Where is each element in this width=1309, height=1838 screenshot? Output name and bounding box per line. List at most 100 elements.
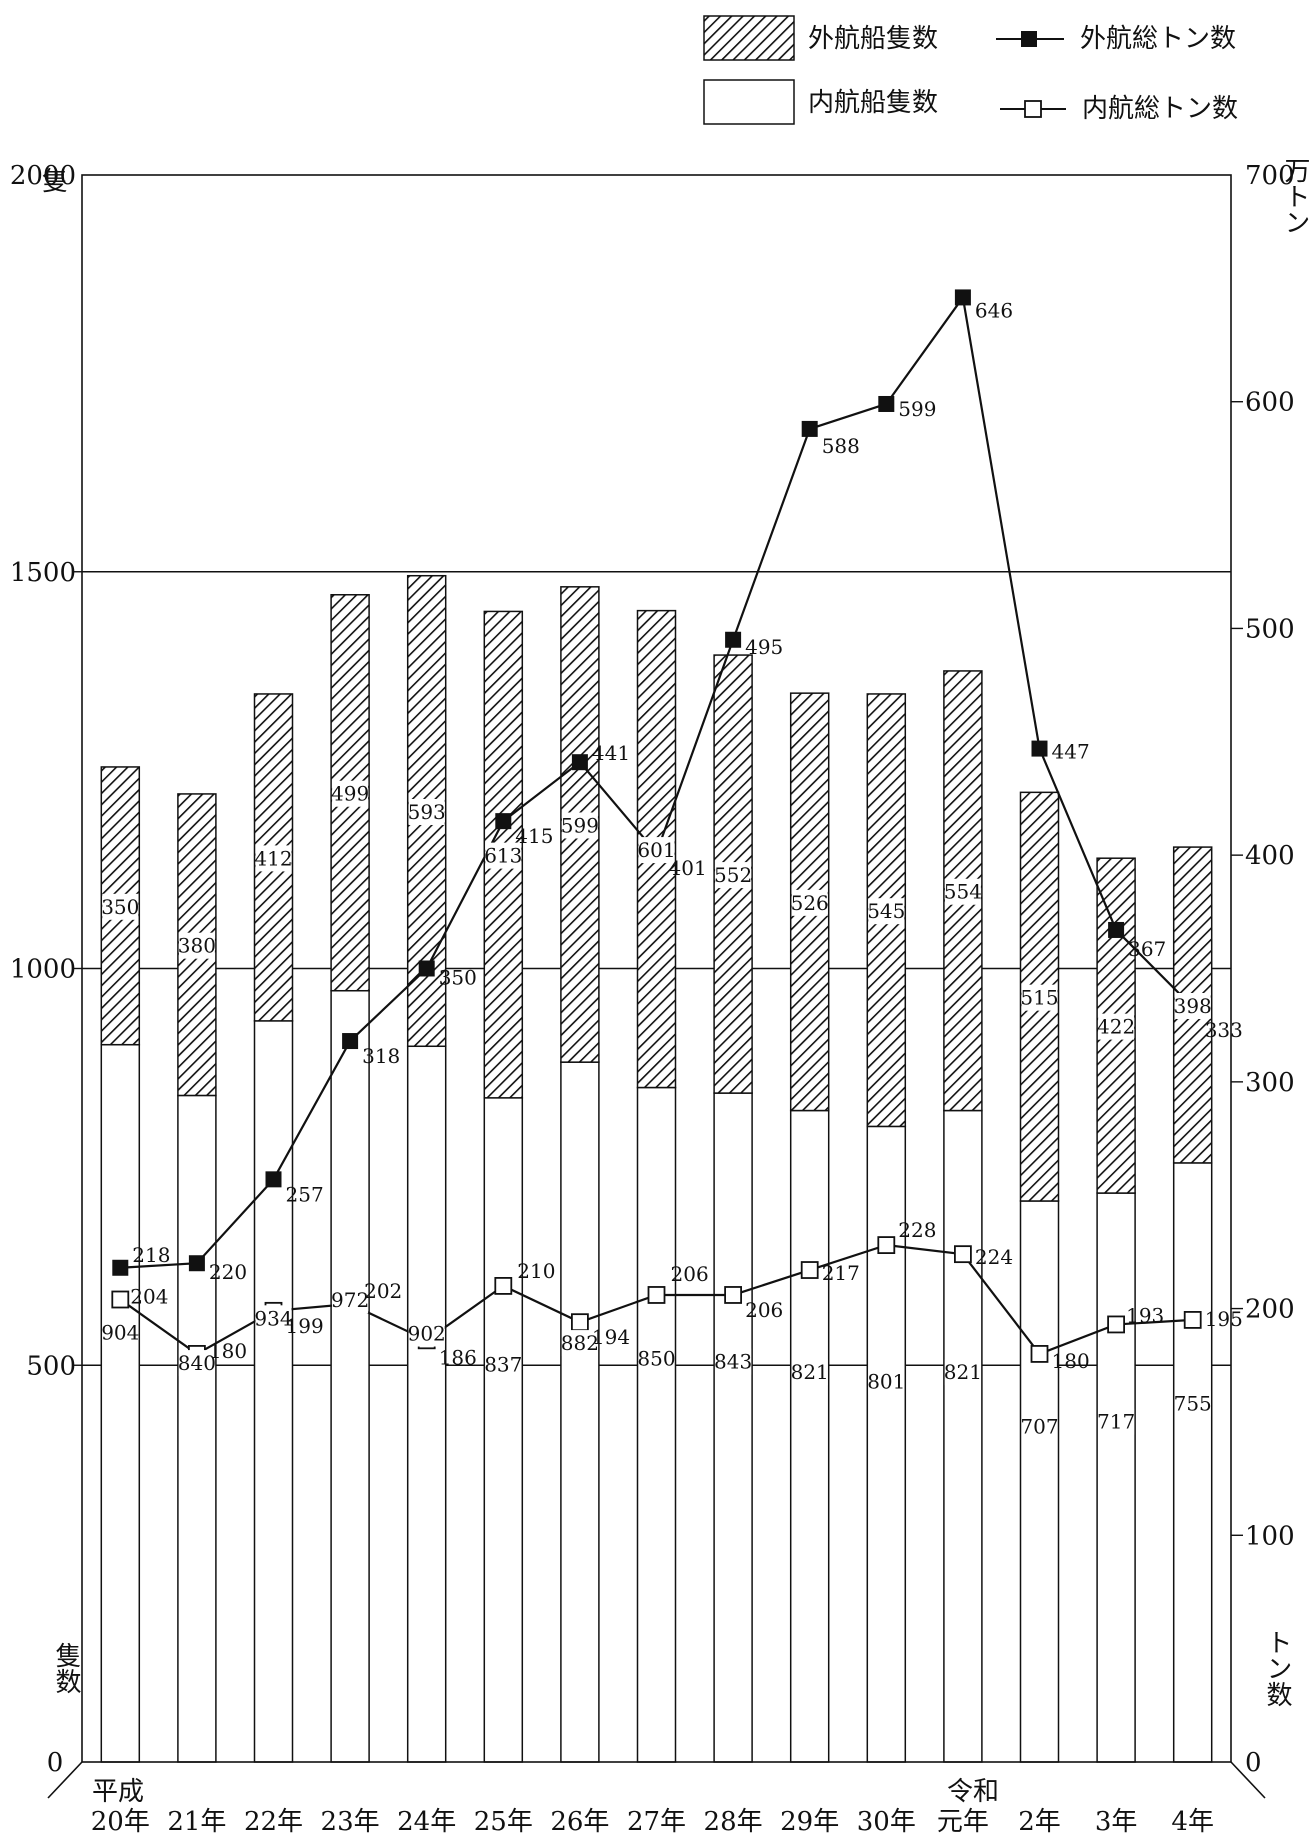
category-label-14: 4年 bbox=[1171, 1807, 1214, 1837]
bar-inner-3 bbox=[330, 989, 370, 1763]
bar-inner-14 bbox=[1172, 1162, 1213, 1763]
bar-inner-label-0: 904 bbox=[101, 1321, 139, 1345]
bar-inner-5 bbox=[483, 1097, 524, 1763]
marker-outer-tons-10 bbox=[878, 395, 895, 412]
bar-outer-label-bg-13 bbox=[1098, 1013, 1135, 1040]
bar-outer-label-7: 601 bbox=[637, 838, 675, 862]
left-tick-0: 0 bbox=[47, 1748, 64, 1778]
category-label-8: 28年 bbox=[704, 1807, 763, 1837]
marker-inner-tons-6 bbox=[571, 1313, 589, 1332]
bar-inner-4 bbox=[406, 1045, 447, 1763]
bar-inner-label-13: 717 bbox=[1097, 1410, 1135, 1434]
marker-outer-tons-13 bbox=[1108, 921, 1125, 938]
bar-inner-2 bbox=[253, 1020, 294, 1763]
bar-inner-1 bbox=[177, 1094, 217, 1763]
right-tick-600: 600 bbox=[1245, 388, 1295, 418]
legend-label-outer-ships: 外航船隻数 bbox=[808, 24, 938, 54]
right-tick-500: 500 bbox=[1245, 614, 1295, 644]
right-axis-title: トン数 bbox=[1262, 1629, 1292, 1707]
left-tick-2000: 2000 bbox=[10, 161, 76, 191]
legend-label-outer-tons: 外航総トン数 bbox=[1080, 24, 1236, 54]
bar-inner-label-bg-7 bbox=[638, 1345, 675, 1372]
bar-inner-10 bbox=[866, 1125, 907, 1763]
bar-outer-label-11: 554 bbox=[944, 880, 982, 904]
bar-inner-label-bg-11 bbox=[944, 1359, 981, 1386]
inner-tons-label-14: 195 bbox=[1205, 1307, 1243, 1331]
bar-inner-label-6: 882 bbox=[561, 1331, 599, 1355]
bar-outer-label-bg-7 bbox=[638, 837, 675, 864]
inner-tons-label-7: 206 bbox=[671, 1262, 709, 1286]
right-tick-200: 200 bbox=[1245, 1295, 1295, 1325]
bar-inner-label-bg-6 bbox=[561, 1330, 598, 1357]
bar-outer-label-bg-9 bbox=[791, 889, 828, 916]
marker-outer-tons-1 bbox=[188, 1255, 205, 1272]
bar-outer-label-bg-8 bbox=[715, 862, 752, 889]
marker-outer-tons-11 bbox=[954, 289, 971, 306]
marker-outer-tons-9 bbox=[801, 420, 818, 437]
bar-outer-label-bg-1 bbox=[178, 932, 215, 959]
left-tick-500: 500 bbox=[26, 1351, 76, 1381]
bar-inner-label-5: 837 bbox=[484, 1353, 522, 1377]
bar-inner-12 bbox=[1019, 1200, 1060, 1763]
right-tick-0: 0 bbox=[1245, 1748, 1262, 1778]
marker-inner-tons-9 bbox=[800, 1261, 819, 1279]
category-label-3: 23年 bbox=[321, 1807, 380, 1837]
bar-outer-label-bg-14 bbox=[1174, 993, 1211, 1020]
bar-outer-label-14: 398 bbox=[1174, 994, 1212, 1018]
bar-inner-7 bbox=[636, 1086, 677, 1763]
bar-inner-8 bbox=[713, 1092, 753, 1763]
legend-swatch-inner-ships bbox=[703, 79, 795, 125]
bar-inner-label-bg-8 bbox=[715, 1348, 752, 1375]
outer-tons-label-4: 350 bbox=[439, 966, 477, 990]
outer-tons-label-3: 318 bbox=[362, 1044, 400, 1068]
bar-inner-label-9: 821 bbox=[791, 1360, 829, 1384]
bar-inner-label-2: 934 bbox=[254, 1306, 292, 1330]
bar-inner-label-10: 801 bbox=[867, 1370, 905, 1394]
legend-marker-outer-tons bbox=[1021, 31, 1037, 47]
marker-outer-tons-2 bbox=[265, 1171, 282, 1188]
category-label-1: 21年 bbox=[167, 1807, 226, 1837]
outer-tons-label-9: 588 bbox=[822, 434, 860, 458]
era-label-reiwa: 令和 bbox=[947, 1777, 999, 1807]
bar-outer-label-9: 526 bbox=[791, 891, 829, 915]
bar-inner-label-bg-12 bbox=[1021, 1413, 1058, 1440]
right-axis-unit: 万トン bbox=[1280, 157, 1309, 235]
bar-outer-label-4: 593 bbox=[408, 800, 446, 824]
marker-outer-tons-4 bbox=[418, 960, 435, 977]
inner-tons-label-13: 193 bbox=[1126, 1303, 1164, 1327]
bar-inner-label-3: 972 bbox=[331, 1288, 369, 1312]
marker-inner-tons-11 bbox=[954, 1245, 972, 1264]
bar-inner-label-bg-3 bbox=[332, 1287, 369, 1314]
bar-inner-label-12: 707 bbox=[1020, 1414, 1058, 1438]
marker-outer-tons-5 bbox=[495, 813, 512, 830]
marker-outer-tons-3 bbox=[342, 1033, 359, 1050]
marker-inner-tons-7 bbox=[647, 1286, 666, 1304]
axis-corner-left bbox=[47, 1761, 83, 1799]
bar-outer-label-bg-5 bbox=[485, 842, 522, 869]
inner-tons-label-5: 210 bbox=[517, 1259, 555, 1283]
bar-inner-label-7: 850 bbox=[637, 1346, 675, 1370]
bar-outer-label-bg-12 bbox=[1021, 984, 1058, 1011]
left-axis-title: 隻数 bbox=[51, 1642, 81, 1694]
inner-tons-label-12: 180 bbox=[1052, 1349, 1090, 1373]
bar-inner-label-8: 843 bbox=[714, 1350, 752, 1374]
category-label-11: 元年 bbox=[937, 1807, 989, 1837]
outer-tons-label-2: 257 bbox=[286, 1182, 324, 1206]
right-tick-700: 700 bbox=[1245, 161, 1295, 191]
marker-outer-tons-6 bbox=[571, 754, 588, 771]
category-label-9: 29年 bbox=[780, 1807, 839, 1837]
bar-outer-label-bg-4 bbox=[408, 798, 445, 825]
bar-outer-label-bg-11 bbox=[944, 878, 981, 905]
bar-outer-label-13: 422 bbox=[1097, 1015, 1135, 1039]
left-tick-1500: 1500 bbox=[10, 558, 76, 588]
bar-inner-11 bbox=[943, 1109, 983, 1763]
right-tick-100: 100 bbox=[1245, 1521, 1295, 1551]
outer-tons-label-7: 401 bbox=[669, 856, 707, 880]
axis-corner-right bbox=[1230, 1761, 1266, 1799]
legend-label-inner-tons: 内航総トン数 bbox=[1082, 94, 1238, 124]
bar-outer-label-8: 552 bbox=[714, 863, 752, 887]
bar-outer-label-0: 350 bbox=[101, 895, 139, 919]
category-label-7: 27年 bbox=[627, 1807, 686, 1837]
bar-inner-label-bg-13 bbox=[1098, 1408, 1135, 1435]
